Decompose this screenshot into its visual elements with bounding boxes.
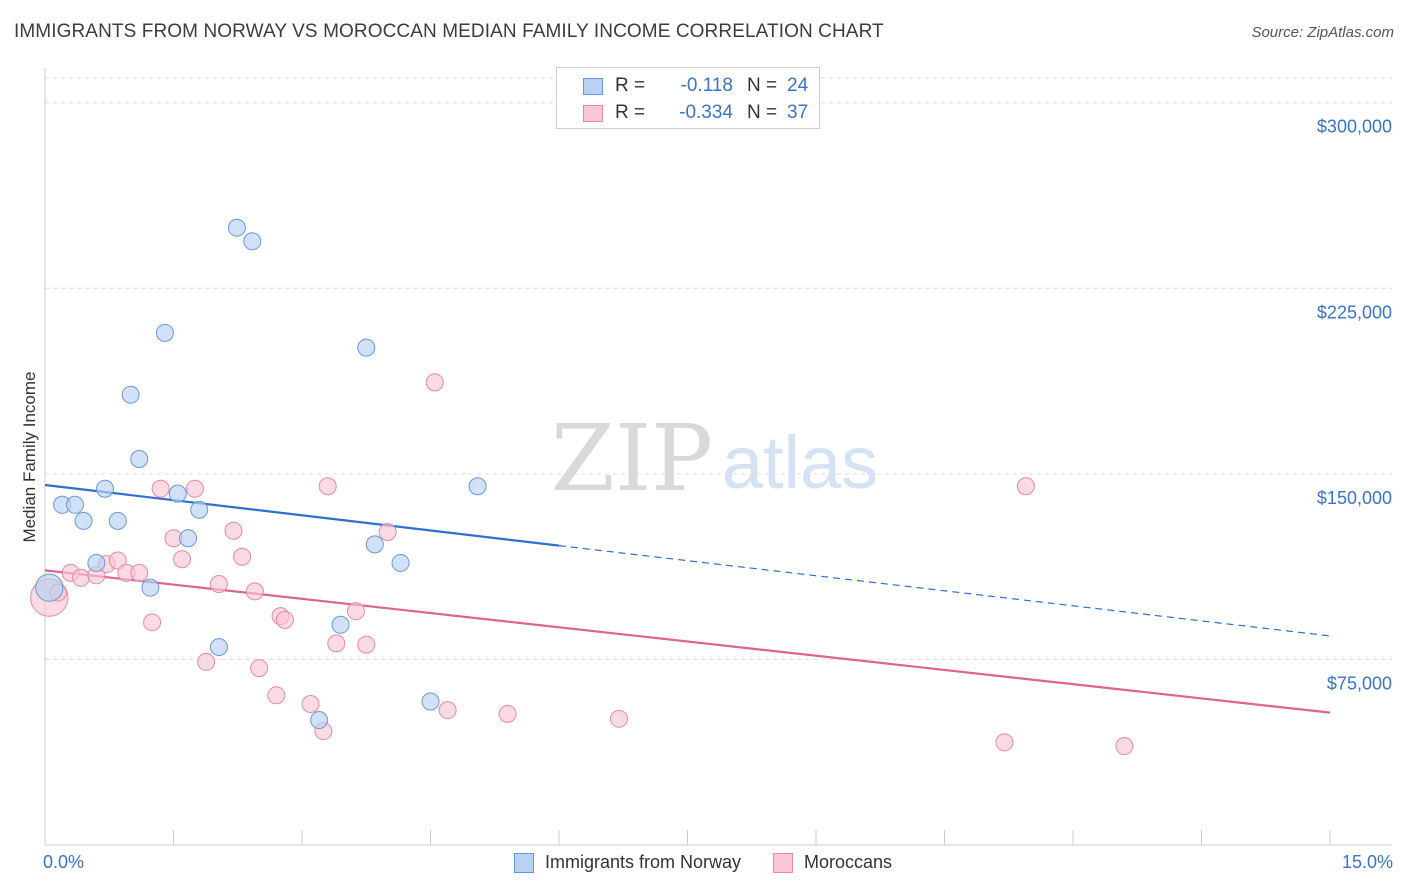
point-moroccans — [498, 704, 517, 723]
r-label: R = — [615, 102, 646, 123]
point-moroccans — [357, 635, 376, 654]
n-label: N = — [747, 102, 778, 123]
point-norway — [357, 338, 376, 357]
point-moroccans — [318, 477, 337, 496]
legend-swatch-moroccans — [583, 104, 603, 122]
point-norway — [209, 638, 228, 657]
point-norway — [365, 535, 384, 554]
point-norway — [227, 218, 246, 237]
point-moroccans — [995, 733, 1014, 752]
point-norway — [65, 495, 84, 514]
point-moroccans — [151, 479, 170, 498]
axes — [44, 68, 1392, 846]
point-norway — [421, 692, 440, 711]
point-moroccans — [108, 551, 127, 570]
n-value: 37 — [787, 102, 809, 123]
trend-line-norway — [44, 483, 560, 547]
trend-lines — [44, 483, 1331, 714]
point-moroccans — [250, 659, 269, 678]
point-moroccans — [438, 701, 457, 720]
legend-swatch-norway — [583, 77, 603, 95]
r-value: -0.118 — [680, 75, 733, 96]
point-moroccans — [609, 709, 628, 728]
point-norway — [243, 232, 262, 251]
point-moroccans — [301, 694, 320, 713]
chart-title: IMMIGRANTS FROM NORWAY VS MOROCCAN MEDIA… — [14, 21, 884, 42]
point-norway — [391, 553, 410, 572]
watermark: ZIP atlas — [551, 405, 878, 512]
point-moroccans — [197, 652, 216, 671]
point-moroccans — [71, 568, 90, 587]
point-norway — [168, 484, 187, 503]
point-moroccans — [275, 610, 294, 629]
y-tick-label: $225,000 — [1317, 302, 1392, 322]
r-label: R = — [615, 75, 646, 96]
point-moroccans — [1016, 477, 1035, 496]
point-norway — [95, 479, 114, 498]
point-moroccans — [378, 523, 397, 542]
point-moroccans — [267, 686, 286, 705]
legend-swatch-moroccans — [773, 852, 793, 873]
point-norway — [468, 477, 487, 496]
point-norway — [35, 573, 64, 602]
source-label: Source: ZipAtlas.com — [1251, 24, 1394, 41]
stats-row-norway: R = -0.118 N = 24 — [583, 74, 808, 98]
watermark-atlas: atlas — [722, 421, 878, 504]
stats-legend: R = -0.118 N = 24 R = -0.334 N = 37 — [556, 67, 820, 129]
point-norway — [130, 450, 149, 469]
point-moroccans — [185, 479, 204, 498]
watermark-zip: ZIP — [551, 405, 713, 512]
point-norway — [331, 615, 350, 634]
point-moroccans — [143, 613, 162, 632]
legend-item-moroccans[interactable]: Moroccans — [773, 852, 892, 873]
y-tick-label: $300,000 — [1317, 117, 1392, 137]
trend-line-norway-extension — [558, 545, 1331, 637]
x-tick-label-max: 15.0% — [1341, 852, 1393, 872]
point-norway — [141, 578, 160, 597]
y-tick-label: $150,000 — [1317, 488, 1392, 508]
legend-item-norway[interactable]: Immigrants from Norway — [513, 852, 741, 873]
point-moroccans — [245, 582, 264, 601]
series-legend: Immigrants from Norway Moroccans — [0, 852, 1406, 873]
stats-row-moroccans: R = -0.334 N = 37 — [583, 101, 808, 125]
point-norway — [121, 385, 140, 404]
point-moroccans — [233, 547, 252, 566]
point-moroccans — [346, 602, 365, 621]
n-label: N = — [747, 75, 778, 96]
n-value: 24 — [787, 75, 809, 96]
grid-lines — [45, 77, 1392, 660]
legend-label-norway: Immigrants from Norway — [544, 852, 741, 872]
point-moroccans — [327, 634, 346, 653]
legend-swatch-norway — [513, 852, 534, 873]
trend-line-moroccans — [44, 569, 1331, 714]
point-moroccans — [209, 574, 228, 593]
legend-label-moroccans: Moroccans — [804, 852, 893, 872]
point-norway — [155, 323, 174, 342]
point-norway — [74, 511, 93, 530]
point-norway — [108, 511, 127, 530]
data-points — [30, 218, 1134, 756]
point-moroccans — [173, 550, 192, 569]
point-norway — [310, 711, 329, 730]
y-tick-label: $75,000 — [1327, 673, 1392, 693]
point-moroccans — [130, 563, 149, 582]
point-norway — [179, 529, 198, 548]
r-value: -0.334 — [679, 102, 733, 123]
point-moroccans — [224, 521, 243, 540]
x-tick-label-min: 0.0% — [43, 852, 85, 872]
point-norway — [190, 500, 209, 519]
y-tick-labels: $75,000 $150,000 $225,000 $300,000 — [1317, 117, 1392, 694]
point-norway — [87, 553, 106, 572]
point-moroccans — [1115, 737, 1134, 756]
point-moroccans — [425, 373, 444, 392]
